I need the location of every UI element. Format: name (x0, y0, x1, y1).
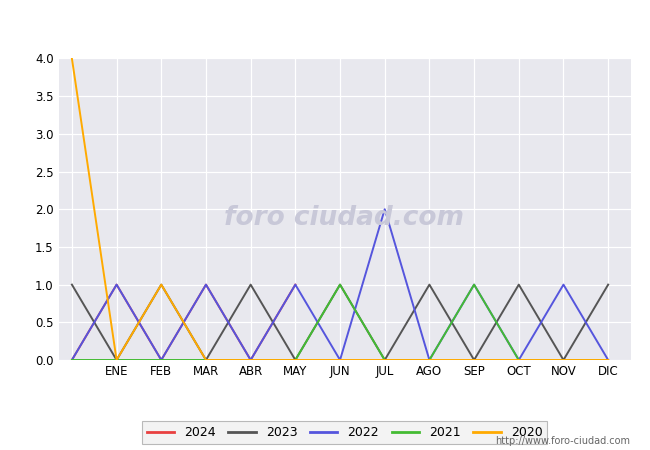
Text: http://www.foro-ciudad.com: http://www.foro-ciudad.com (495, 436, 630, 446)
Text: Matriculaciones de Vehiculos en Sotillo de las Palomas: Matriculaciones de Vehiculos en Sotillo … (116, 15, 534, 30)
Text: foro ciudad.com: foro ciudad.com (224, 205, 465, 231)
Legend: 2024, 2023, 2022, 2021, 2020: 2024, 2023, 2022, 2021, 2020 (142, 421, 547, 444)
